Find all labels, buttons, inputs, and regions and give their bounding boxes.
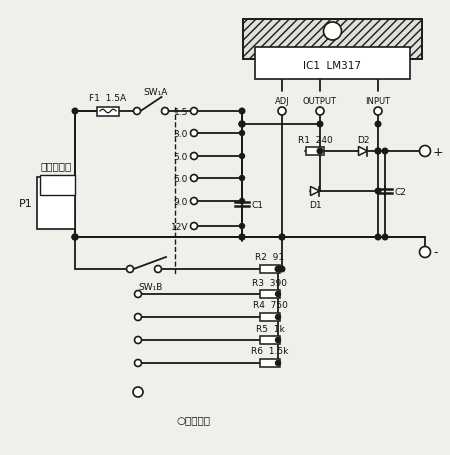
Circle shape <box>419 247 431 258</box>
Circle shape <box>190 198 198 205</box>
Circle shape <box>239 235 245 240</box>
Text: INPUT: INPUT <box>365 96 391 105</box>
Text: SW₁A: SW₁A <box>144 87 168 96</box>
Text: ○（空脚）: ○（空脚） <box>176 414 210 424</box>
Text: 5.0: 5.0 <box>174 152 188 161</box>
Text: R6  1.5k: R6 1.5k <box>251 347 289 356</box>
Text: C2: C2 <box>395 187 407 196</box>
Circle shape <box>72 235 78 240</box>
Circle shape <box>239 122 245 127</box>
Circle shape <box>278 108 286 116</box>
Text: 3.0: 3.0 <box>174 129 188 138</box>
Circle shape <box>154 266 162 273</box>
Circle shape <box>382 149 388 154</box>
Circle shape <box>375 122 381 127</box>
Circle shape <box>190 108 198 115</box>
Circle shape <box>279 235 285 240</box>
Circle shape <box>190 175 198 182</box>
Bar <box>243 20 422 60</box>
Bar <box>37 177 75 229</box>
Text: R3  390: R3 390 <box>252 278 288 287</box>
Circle shape <box>190 153 198 160</box>
Bar <box>306 148 324 156</box>
Circle shape <box>239 199 244 204</box>
Circle shape <box>72 235 78 240</box>
Text: R5  1k: R5 1k <box>256 324 284 333</box>
Polygon shape <box>359 147 368 156</box>
Text: +: + <box>433 145 444 158</box>
Circle shape <box>133 387 143 397</box>
Text: OUTPUT: OUTPUT <box>303 96 337 105</box>
Circle shape <box>275 338 280 343</box>
Circle shape <box>239 122 245 127</box>
Text: 點煙器插頭: 點煙器插頭 <box>40 161 72 171</box>
Circle shape <box>239 122 245 127</box>
Circle shape <box>134 108 140 115</box>
Circle shape <box>135 314 141 321</box>
Text: D1: D1 <box>309 200 321 209</box>
Bar <box>97 107 119 116</box>
Circle shape <box>419 146 431 157</box>
Circle shape <box>317 122 323 127</box>
Text: R2  91: R2 91 <box>256 253 284 262</box>
Text: -: - <box>433 246 437 259</box>
Circle shape <box>382 235 388 240</box>
Circle shape <box>375 235 381 240</box>
Bar <box>260 265 280 273</box>
Circle shape <box>316 108 324 116</box>
Text: P1: P1 <box>19 198 33 208</box>
Text: R4  750: R4 750 <box>252 301 288 310</box>
Bar <box>255 48 410 80</box>
Text: IC1  LM317: IC1 LM317 <box>303 61 361 71</box>
Circle shape <box>72 235 78 240</box>
Circle shape <box>317 149 323 154</box>
Circle shape <box>135 337 141 344</box>
Circle shape <box>239 154 244 159</box>
Text: F1  1.5A: F1 1.5A <box>90 93 126 102</box>
Text: ADJ: ADJ <box>274 96 289 105</box>
Circle shape <box>239 176 244 181</box>
Circle shape <box>279 267 285 272</box>
Circle shape <box>135 291 141 298</box>
Circle shape <box>72 109 78 115</box>
Polygon shape <box>310 187 320 196</box>
Circle shape <box>375 149 381 154</box>
Circle shape <box>375 189 381 194</box>
Circle shape <box>275 292 280 297</box>
Text: 9.0: 9.0 <box>174 197 188 206</box>
Circle shape <box>239 131 244 136</box>
Circle shape <box>375 149 381 154</box>
Circle shape <box>275 267 281 272</box>
Bar <box>260 290 280 298</box>
Circle shape <box>239 235 245 240</box>
Circle shape <box>190 223 198 230</box>
Text: R1  240: R1 240 <box>297 135 333 144</box>
Circle shape <box>374 108 382 116</box>
Bar <box>260 359 280 367</box>
Text: C1: C1 <box>252 200 264 209</box>
Bar <box>260 313 280 321</box>
Text: 12V: 12V <box>171 222 188 231</box>
Circle shape <box>275 315 280 320</box>
Bar <box>40 176 75 196</box>
Circle shape <box>324 23 342 41</box>
Text: SW₁B: SW₁B <box>138 283 162 292</box>
Circle shape <box>162 108 168 115</box>
Circle shape <box>239 224 244 229</box>
Circle shape <box>239 109 245 115</box>
Circle shape <box>135 360 141 367</box>
Circle shape <box>279 235 285 240</box>
Bar <box>260 336 280 344</box>
Bar <box>243 20 422 60</box>
Circle shape <box>126 266 134 273</box>
Circle shape <box>275 361 280 366</box>
Circle shape <box>190 130 198 137</box>
Text: D2: D2 <box>357 135 369 144</box>
Text: 1.5: 1.5 <box>174 107 188 116</box>
Text: 6.0: 6.0 <box>174 174 188 183</box>
